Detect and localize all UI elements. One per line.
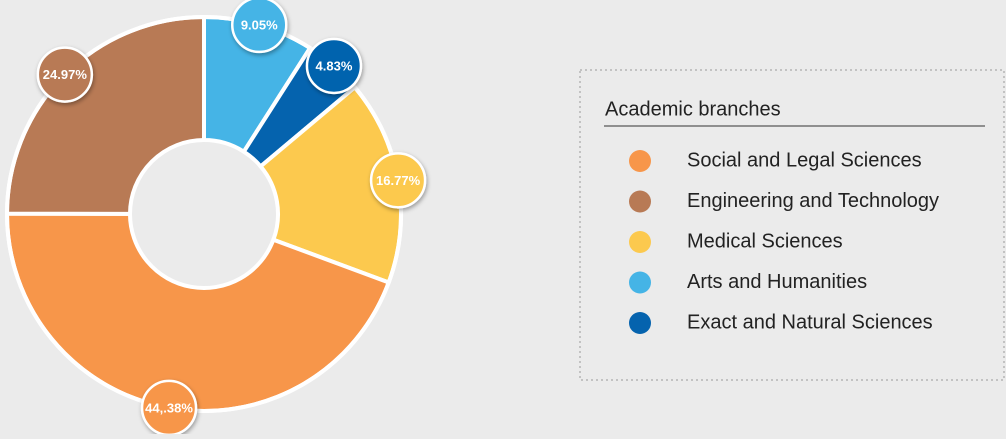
legend-label: Arts and Humanities (687, 271, 867, 293)
legend-swatch (629, 231, 651, 253)
legend-label: Medical Sciences (687, 230, 843, 252)
legend-label: Engineering and Technology (687, 190, 939, 212)
data-label: 9.05% (241, 17, 278, 32)
legend-swatch (629, 271, 651, 294)
legend-box (579, 69, 1005, 381)
label-bubble (36, 46, 94, 103)
data-label: 44,.38% (145, 400, 193, 415)
label-bubble (231, 0, 288, 54)
data-label: 16.77% (376, 173, 421, 188)
data-label: 4.83% (316, 58, 353, 73)
data-label: 24.97% (43, 67, 88, 82)
legend-label: Social and Legal Sciences (687, 149, 922, 171)
legend-swatch (629, 312, 651, 334)
legend-label: Exact and Natural Sciences (687, 311, 933, 333)
slice-labels: 9.05% 4.83% 16.77% 44,.38% 24.97% (36, 0, 427, 437)
legend-swatch (629, 150, 651, 172)
label-bubble (369, 152, 427, 209)
legend-swatch (629, 190, 651, 213)
label-bubble (305, 37, 363, 95)
legend-title: Academic branches (605, 98, 781, 120)
outer-ring (5, 15, 403, 413)
slice (4, 14, 206, 216)
